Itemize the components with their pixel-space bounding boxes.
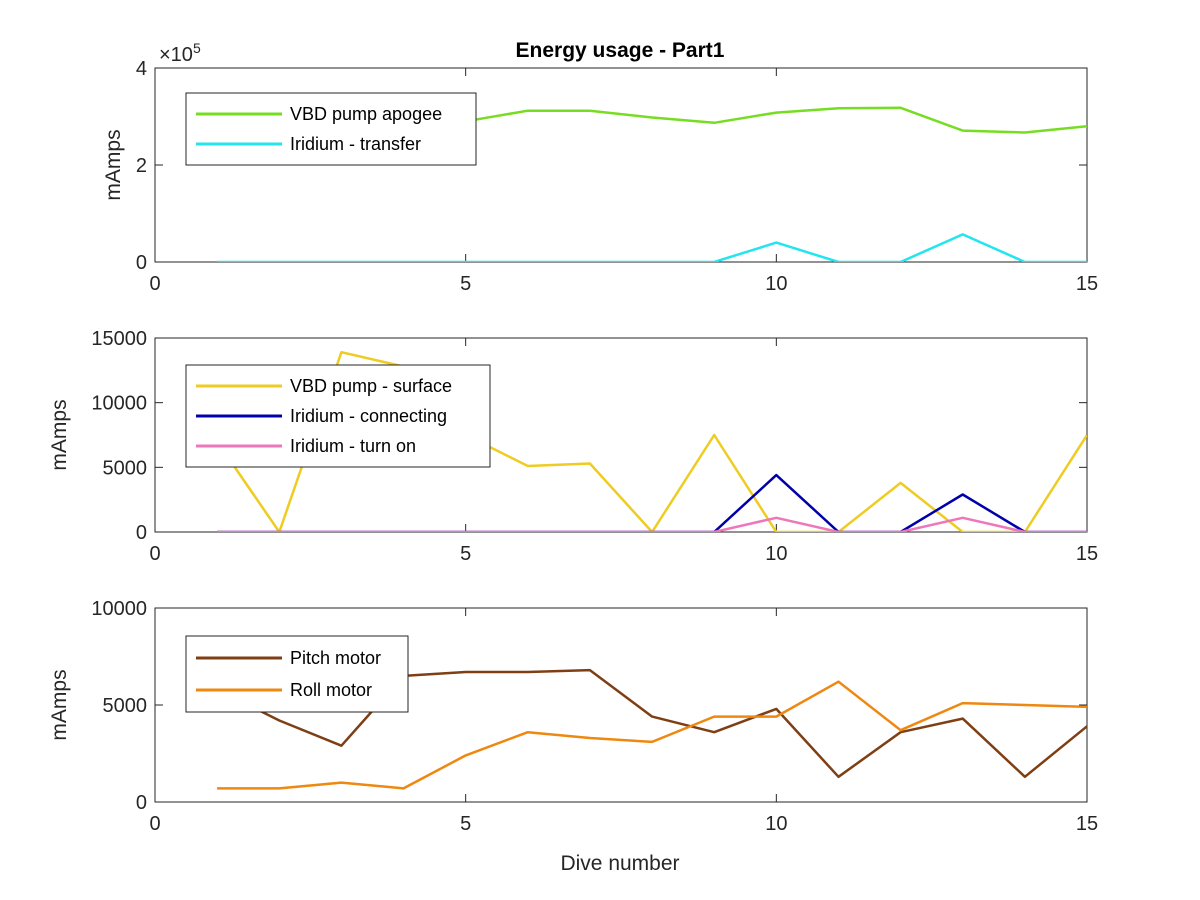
x-tick-label: 0	[149, 543, 160, 565]
x-tick-label: 15	[1076, 273, 1098, 295]
legend-label: Roll motor	[290, 680, 372, 700]
series-line-2	[217, 233, 1087, 262]
series-line-1	[216, 668, 1087, 779]
legend-label: VBD pump - surface	[290, 376, 452, 396]
y-exponent-superscript: 5	[193, 40, 201, 56]
legend-label: Iridium - connecting	[290, 406, 447, 426]
y-axis-label: mAmps	[48, 669, 71, 740]
series-group	[216, 668, 1087, 790]
y-tick-label: 2	[136, 155, 147, 177]
series-line-3	[217, 516, 1087, 532]
series-line-1	[216, 350, 1087, 532]
y-tick-label: 4	[136, 58, 147, 80]
legend-label: Iridium - transfer	[290, 134, 421, 154]
x-axis-label: Dive number	[560, 852, 679, 875]
y-tick-label: 15000	[91, 328, 147, 350]
axes-panel-2: 0 5 10 15 0 5000 10000 15000 mAmps VBD pump - sur…	[48, 328, 1098, 565]
x-tick-label: 0	[149, 273, 160, 295]
x-tick-label: 5	[460, 813, 471, 835]
y-tick-label: 10000	[91, 393, 147, 415]
legend-box	[185, 92, 477, 166]
legend-label: Pitch motor	[290, 648, 381, 668]
series-group	[216, 350, 1087, 532]
legend-label: VBD pump apogee	[290, 104, 442, 124]
x-tick-label: 15	[1076, 813, 1098, 835]
x-tick-label: 10	[765, 813, 787, 835]
y-tick-label: 0	[136, 252, 147, 274]
y-tick-label: 0	[136, 792, 147, 814]
axes-panel-3: 0 5 10 15 0 5000 10000 mAmps Pitch motor Roll mot…	[48, 598, 1098, 835]
y-tick-label: 0	[136, 522, 147, 544]
legend: Pitch motor Roll motor	[185, 635, 409, 713]
series-line-2	[217, 680, 1087, 790]
y-tick-label: 5000	[103, 457, 148, 479]
y-tick-label: 10000	[91, 598, 147, 620]
x-tick-label: 10	[765, 543, 787, 565]
x-tick-label: 15	[1076, 543, 1098, 565]
y-axis-label: mAmps	[102, 129, 125, 200]
x-tick-label: 10	[765, 273, 787, 295]
y-axis-label: mAmps	[48, 399, 71, 470]
x-tick-label: 5	[460, 273, 471, 295]
legend: VBD pump - surface Iridium - connecting Ir…	[185, 364, 491, 468]
legend: VBD pump apogee Iridium - transfer	[185, 92, 477, 166]
x-tick-label: 5	[460, 543, 471, 565]
figure-title: Energy usage - Part1	[516, 39, 725, 62]
x-tick-label: 0	[149, 813, 160, 835]
legend-box	[185, 635, 409, 713]
y-tick-label: 5000	[103, 695, 148, 717]
series-line-2	[217, 473, 1087, 532]
legend-label: Iridium - turn on	[290, 436, 416, 456]
